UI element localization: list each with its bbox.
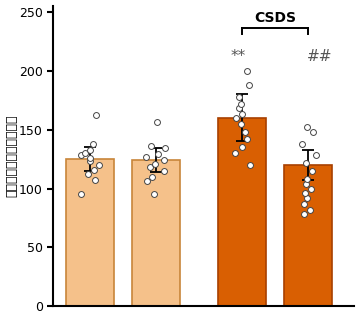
Point [247, 162, 253, 167]
Bar [284, 165, 332, 307]
Y-axis label: 强迫游泳不动时间（秒）: 强迫游泳不动时间（秒） [5, 115, 19, 197]
Point [310, 129, 316, 134]
Point [301, 201, 307, 206]
Point [302, 212, 307, 217]
Point [96, 162, 102, 167]
Point [305, 177, 310, 182]
Point [161, 168, 167, 173]
Text: CSDS: CSDS [254, 11, 296, 25]
Point [244, 68, 250, 73]
Point [239, 112, 245, 117]
Point [238, 121, 244, 126]
Point [147, 165, 153, 170]
Point [232, 151, 238, 156]
Point [310, 168, 315, 173]
Point [149, 174, 154, 179]
Point [91, 167, 97, 172]
Point [86, 172, 91, 177]
Point [246, 82, 252, 87]
Point [78, 153, 84, 158]
Text: ##: ## [307, 49, 333, 63]
Point [87, 147, 93, 152]
Point [313, 153, 319, 158]
Point [303, 160, 309, 165]
Point [162, 146, 168, 151]
Point [304, 196, 310, 201]
Point [152, 161, 158, 166]
Point [309, 186, 314, 191]
Point [148, 143, 153, 148]
Point [299, 141, 305, 146]
Point [237, 106, 242, 111]
Text: **: ** [231, 49, 246, 63]
Point [82, 151, 88, 156]
Point [302, 191, 308, 196]
Point [144, 179, 150, 184]
Bar [66, 159, 113, 307]
Point [150, 192, 156, 197]
Point [239, 145, 245, 150]
Point [237, 94, 242, 99]
Point [93, 113, 99, 118]
Point [307, 207, 312, 212]
Point [244, 136, 250, 141]
Point [87, 155, 93, 160]
Point [304, 124, 310, 130]
Point [242, 129, 248, 134]
Point [87, 159, 93, 164]
Point [90, 141, 96, 146]
Point [233, 115, 239, 120]
Point [303, 181, 309, 186]
Point [144, 154, 149, 159]
Bar [132, 160, 180, 307]
Point [93, 178, 98, 183]
Point [155, 152, 161, 157]
Point [78, 192, 84, 197]
Point [239, 101, 244, 106]
Point [162, 158, 167, 163]
Bar [218, 118, 266, 307]
Point [154, 120, 160, 125]
